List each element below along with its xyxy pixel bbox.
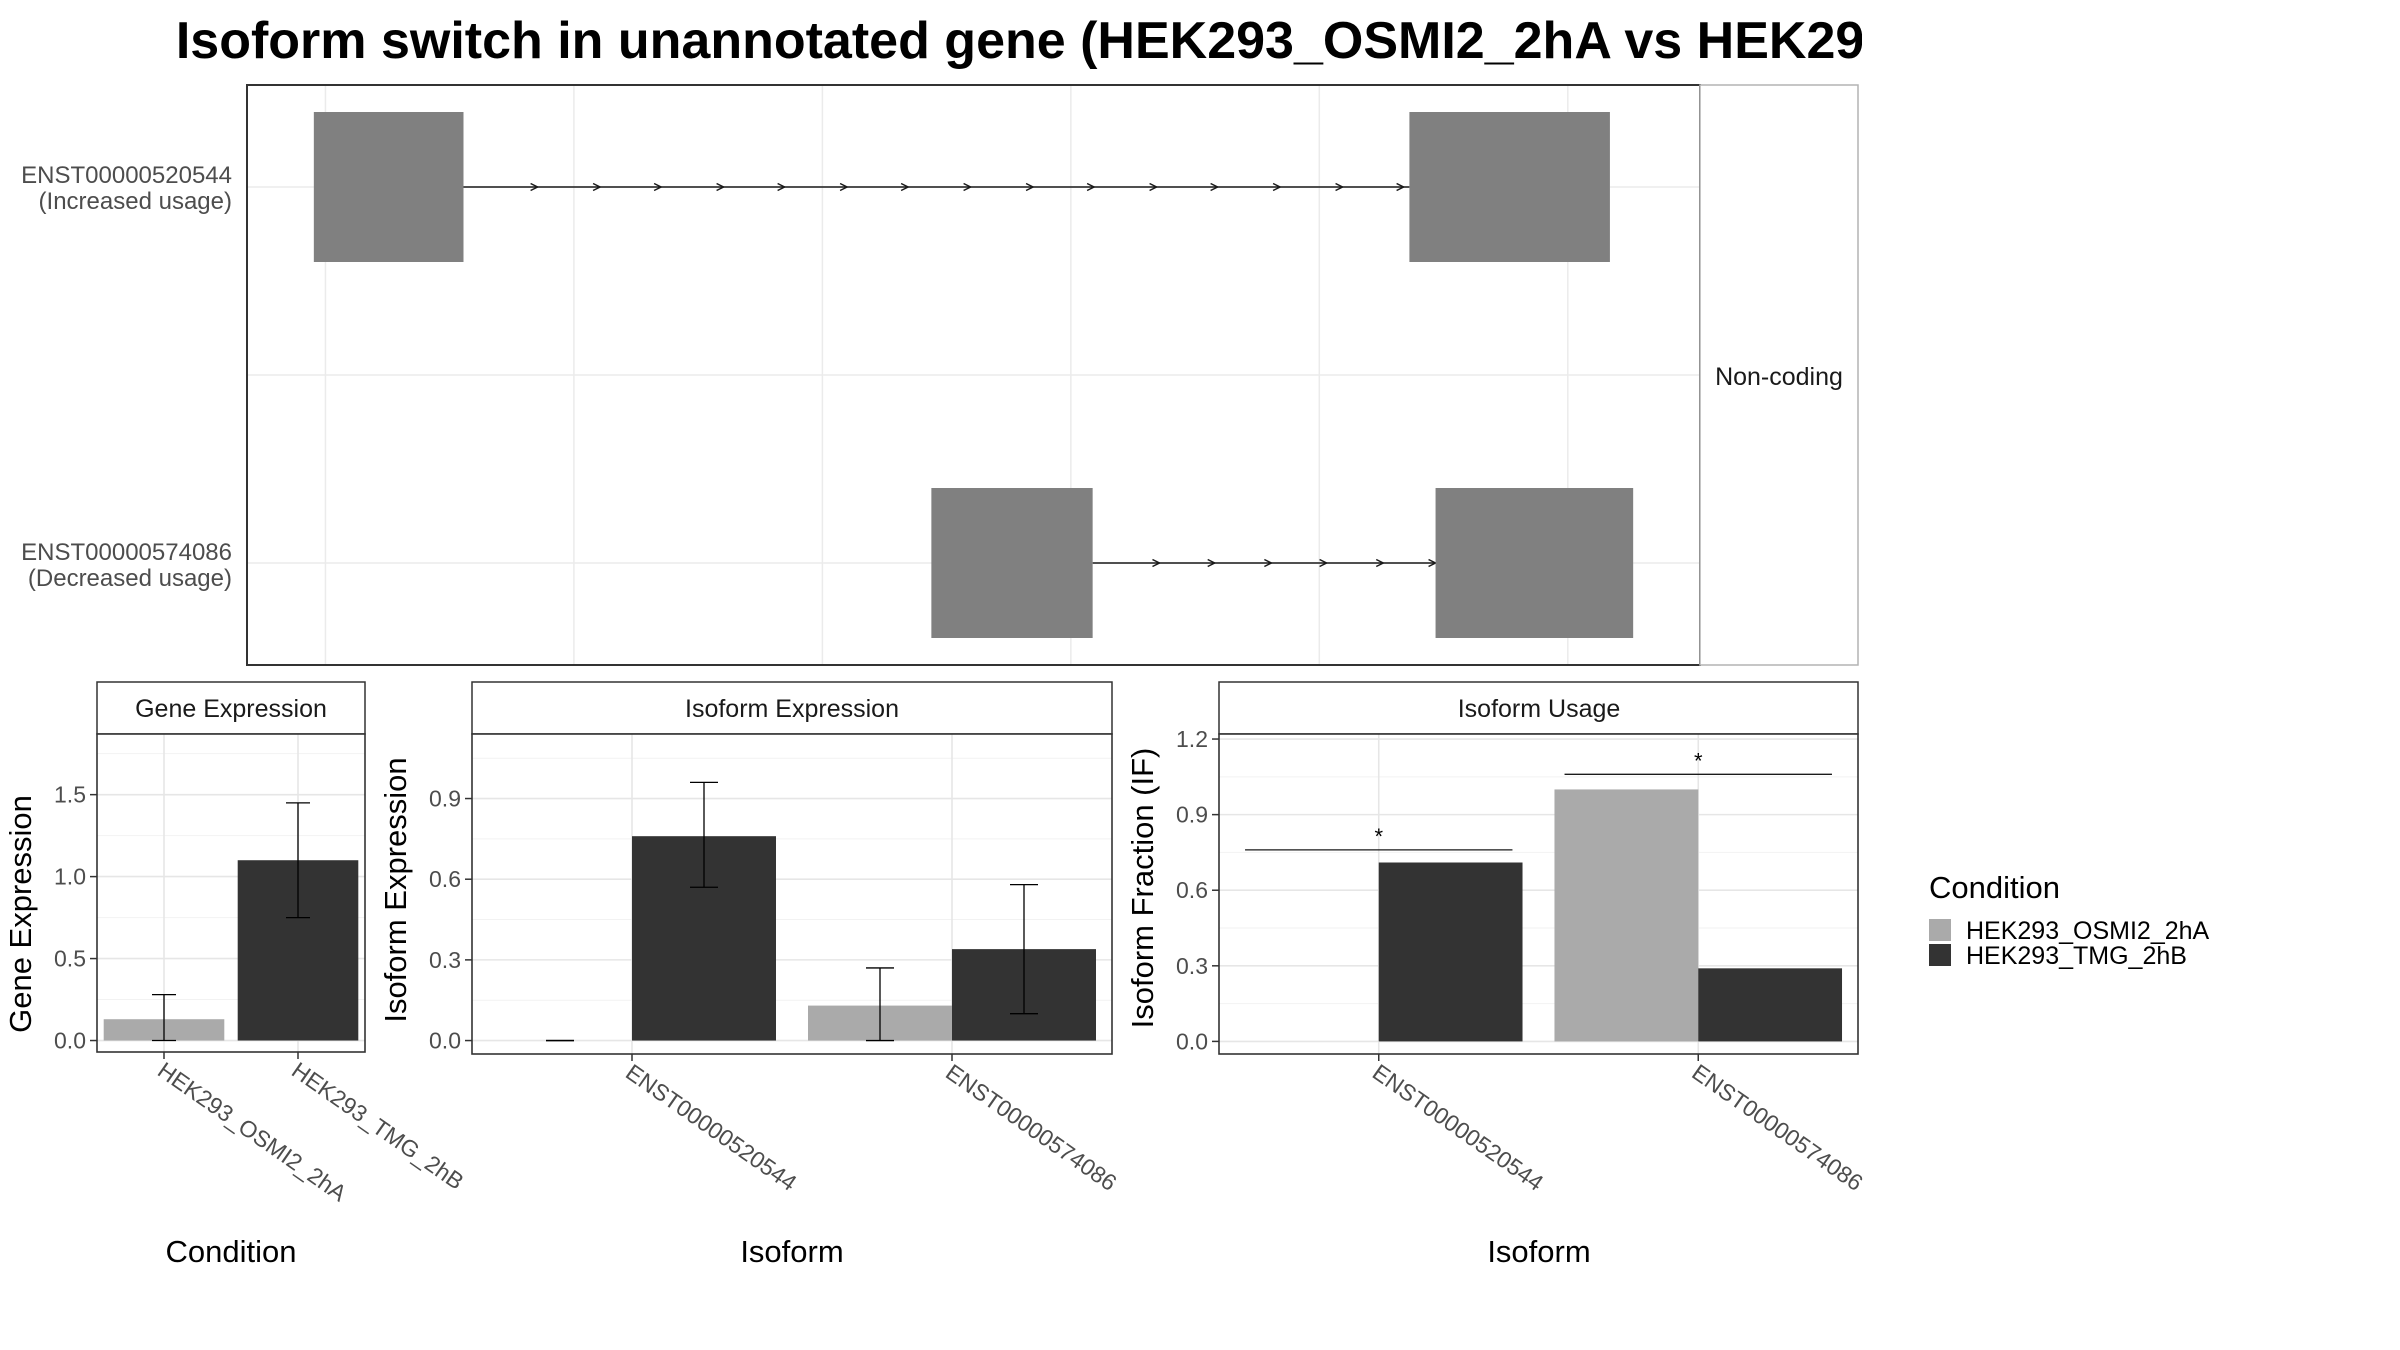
y-tick-label: 0.9	[1176, 802, 1208, 828]
isoform-usage-x-axis-title: Isoform	[1487, 1234, 1590, 1269]
y-tick-label: 0.5	[54, 946, 86, 972]
legend: Condition HEK293_OSMI2_2hA HEK293_TMG_2h…	[1929, 870, 2210, 970]
error-bar	[866, 967, 894, 1042]
y-tick-label: 1.0	[54, 864, 86, 890]
chevron-right-icon	[777, 182, 787, 192]
chevron-right-icon	[716, 182, 726, 192]
legend-title: Condition	[1929, 870, 2060, 905]
y-tick-label: 0.0	[429, 1028, 461, 1054]
y-tick-label: 1.5	[54, 782, 86, 808]
chevron-right-icon	[1207, 558, 1217, 568]
chevron-right-icon	[1025, 182, 1035, 192]
isoform-expression-strip	[471, 681, 1113, 735]
isoform-label-1-usage: (Increased usage)	[39, 188, 232, 215]
panel-border	[471, 733, 1113, 1055]
chevron-right-icon	[1396, 182, 1406, 192]
chevron-right-icon	[1210, 182, 1220, 192]
exon-block	[1435, 488, 1634, 638]
chevron-right-icon	[1086, 182, 1096, 192]
y-tick-label: 0.9	[429, 786, 461, 812]
isoform-expression-y-axis-title: Isoform Expression	[378, 757, 413, 1022]
y-tick-label: 0.3	[1176, 953, 1208, 979]
significance-label: *	[1374, 824, 1383, 849]
gene-expression-strip	[96, 681, 366, 735]
bar	[1378, 862, 1523, 1042]
chevron-right-icon	[1272, 182, 1282, 192]
error-bar	[690, 781, 718, 888]
chevron-right-icon	[839, 182, 849, 192]
y-tick-label: 0.0	[54, 1028, 86, 1054]
bar	[1554, 789, 1699, 1042]
error-bar	[1010, 883, 1038, 1015]
chevron-right-icon	[1375, 558, 1385, 568]
exon-block	[931, 488, 1093, 638]
structure-isoforms	[313, 112, 1634, 638]
bar	[1698, 968, 1843, 1042]
significance-marker: *	[1245, 824, 1513, 851]
significance-marker: *	[1564, 748, 1832, 775]
plot-area	[97, 734, 365, 1052]
isoform-label-1-name: ENST00000520544	[21, 162, 232, 189]
legend-swatch-tmg	[1929, 944, 1951, 966]
chevron-right-icon	[592, 182, 602, 192]
y-tick-label: 0.3	[429, 947, 461, 973]
isoform-usage-facet-title: Isoform Usage	[1458, 695, 1621, 723]
panel-border	[96, 733, 366, 1053]
error-bar	[286, 802, 310, 919]
title-clip-mask	[1862, 0, 2400, 82]
plot-area	[472, 734, 1112, 1054]
x-tick-label: ENST00000520544	[621, 1059, 802, 1196]
chevron-right-icon	[1264, 558, 1274, 568]
chevron-right-icon	[1152, 558, 1162, 568]
error-bar	[152, 993, 176, 1042]
x-tick-label: ENST00000574086	[1687, 1059, 1867, 1196]
isoform-expression-x-axis-title: Isoform	[740, 1234, 843, 1269]
y-tick-label: 1.2	[1176, 726, 1208, 752]
isoform-expression-panel: Isoform Expression Isoform Isoform Expre…	[378, 681, 1122, 1269]
chevron-right-icon	[1149, 182, 1159, 192]
gene-expression-facet-title: Gene Expression	[135, 695, 327, 723]
chevron-right-icon	[900, 182, 910, 192]
chevron-right-icon	[1319, 558, 1329, 568]
isoform-usage-y-axis-title: Isoform Fraction (IF)	[1125, 748, 1160, 1029]
panel-border	[1218, 733, 1859, 1055]
chevron-right-icon	[1428, 558, 1438, 568]
y-tick-label: 0.0	[1176, 1028, 1208, 1054]
chevron-right-icon	[653, 182, 663, 192]
x-tick-label: ENST00000574086	[941, 1059, 1121, 1196]
chevron-right-icon	[1335, 182, 1345, 192]
legend-label-osmi2: HEK293_OSMI2_2hA	[1966, 917, 2210, 945]
exon-block	[313, 112, 464, 262]
strip-label: Non-coding	[1715, 363, 1843, 391]
structure-strip: Non-coding	[1699, 84, 1859, 666]
gene-expression-x-axis-title: Condition	[166, 1234, 297, 1269]
isoform-usage-strip	[1218, 681, 1859, 735]
legend-label-tmg: HEK293_TMG_2hB	[1966, 942, 2187, 970]
exon-block	[1409, 112, 1610, 262]
gene-expression-y-axis-title: Gene Expression	[3, 795, 38, 1033]
plot-area: **	[1219, 734, 1858, 1054]
isoform-expression-facet-title: Isoform Expression	[685, 695, 899, 723]
isoform-usage-panel: Isoform Usage Isoform Isoform Fraction (…	[1125, 681, 1868, 1269]
legend-swatch-osmi2	[1929, 919, 1951, 941]
chevron-right-icon	[530, 182, 540, 192]
figure-title: Isoform switch in unannotated gene (HEK2…	[176, 12, 2182, 70]
isoform-label-2-name: ENST00000574086	[21, 539, 232, 566]
y-tick-label: 0.6	[429, 866, 461, 892]
structure-panel: ENST00000520544 (Increased usage) ENST00…	[21, 84, 1701, 666]
x-tick-label: ENST00000520544	[1368, 1059, 1549, 1196]
significance-label: *	[1694, 748, 1703, 773]
y-tick-label: 0.6	[1176, 877, 1208, 903]
chevron-right-icon	[963, 182, 973, 192]
isoform-label-2-usage: (Decreased usage)	[28, 565, 232, 592]
